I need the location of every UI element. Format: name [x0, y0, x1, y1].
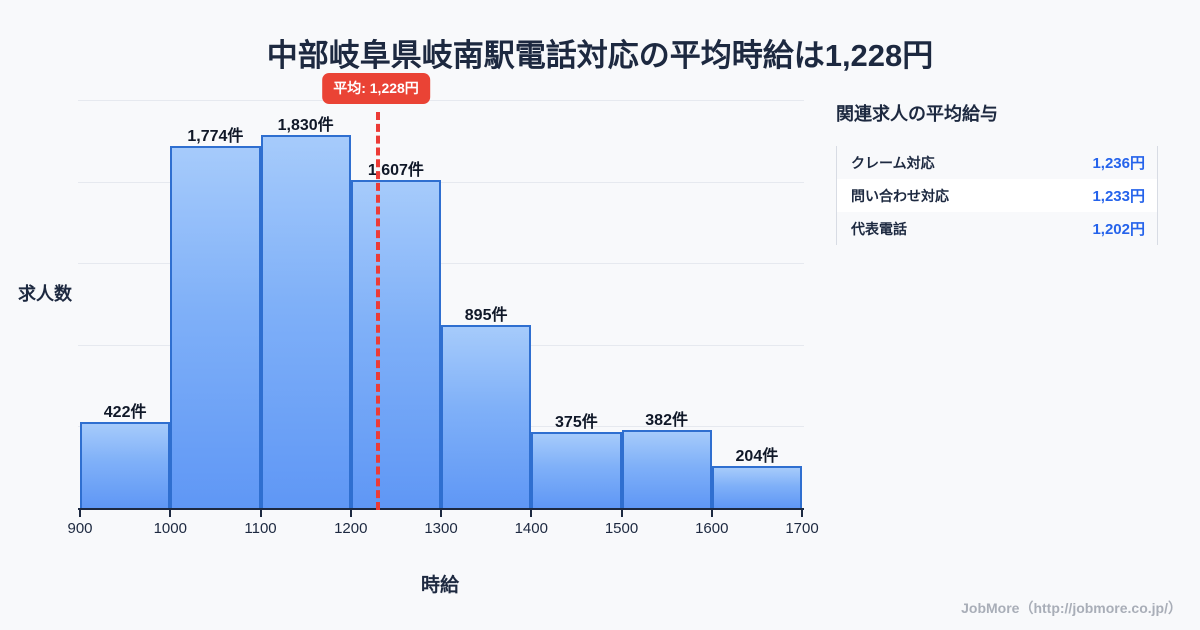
average-line — [376, 112, 381, 510]
x-tick — [440, 508, 442, 517]
bar-value-label: 1,830件 — [277, 116, 334, 134]
x-tick-label: 1000 — [153, 520, 187, 537]
related-salary-heading: 関連求人の平均給与 — [836, 104, 998, 124]
page-title: 中部岐阜県岐南駅電話対応の平均時給は1,228円 — [266, 38, 934, 73]
x-tick-label: 1100 — [244, 520, 277, 537]
histogram-bar — [170, 146, 261, 508]
gridline — [78, 100, 804, 101]
x-tick — [169, 508, 172, 517]
histogram-bar — [350, 180, 441, 508]
bar-value-label: 204件 — [735, 448, 779, 466]
x-tick-label: 1500 — [604, 520, 639, 537]
x-tick — [801, 508, 803, 517]
bar-value-label: 895件 — [464, 307, 508, 325]
related-salary-value: 1,236円 — [1092, 155, 1145, 172]
x-tick — [259, 508, 262, 517]
histogram-bar — [260, 134, 351, 508]
average-badge: 平均: 1,228円 — [322, 73, 430, 104]
related-salary-name: クレーム対応 — [851, 154, 935, 171]
x-tick-label: 1700 — [785, 520, 819, 537]
x-tick — [710, 508, 713, 517]
x-tick — [79, 508, 81, 517]
histogram-bar — [441, 325, 532, 508]
gridline — [78, 263, 804, 265]
bar-value-label: 375件 — [555, 413, 598, 431]
histogram-bar — [531, 431, 622, 508]
x-tick-label: 1200 — [334, 520, 368, 537]
x-tick-label: 1600 — [695, 520, 729, 537]
histogram-chart: 422件 1,774件 1,830件 1,607件 895件 375件 382件 204件 9… — [18, 73, 819, 596]
histogram-bar — [711, 466, 802, 508]
bar-value-label: 422件 — [103, 403, 147, 421]
bar-value-label: 1,607件 — [367, 162, 424, 180]
related-salary-name: 代表電話 — [851, 220, 907, 237]
x-tick-label: 900 — [67, 520, 93, 537]
footer-credit: JobMore（http://jobmore.co.jp/） — [961, 600, 1182, 616]
bar-value-label: 1,774件 — [187, 128, 244, 146]
related-salary-table: クレーム対応 1,236円問い合わせ対応 1,233円代表電話 1,202円 — [836, 146, 1158, 245]
related-salary-value: 1,233円 — [1092, 188, 1145, 205]
x-axis-label: 時給 — [420, 575, 459, 596]
related-salary-row[interactable]: 問い合わせ対応 1,233円 — [837, 179, 1157, 212]
x-tick — [530, 508, 533, 517]
x-axis-line — [78, 508, 804, 510]
bar-value-label: 382件 — [645, 412, 688, 430]
x-tick-label: 1400 — [514, 520, 548, 537]
histogram-bar — [621, 430, 712, 508]
histogram-bar — [80, 421, 171, 508]
x-tick — [620, 508, 623, 517]
related-salary-row[interactable]: 代表電話 1,202円 — [837, 212, 1157, 245]
related-salary-value: 1,202円 — [1092, 221, 1145, 238]
x-tick-label: 1300 — [424, 520, 458, 537]
related-salary-name: 問い合わせ対応 — [851, 187, 949, 204]
x-tick — [349, 508, 352, 517]
related-salary-row[interactable]: クレーム対応 1,236円 — [837, 146, 1157, 179]
gridline — [78, 181, 804, 183]
related-salary-panel: 関連求人の平均給与 クレーム対応 1,236円問い合わせ対応 1,233円代表電話 1… — [836, 100, 1166, 245]
y-axis-label: 求人数 — [18, 284, 72, 304]
